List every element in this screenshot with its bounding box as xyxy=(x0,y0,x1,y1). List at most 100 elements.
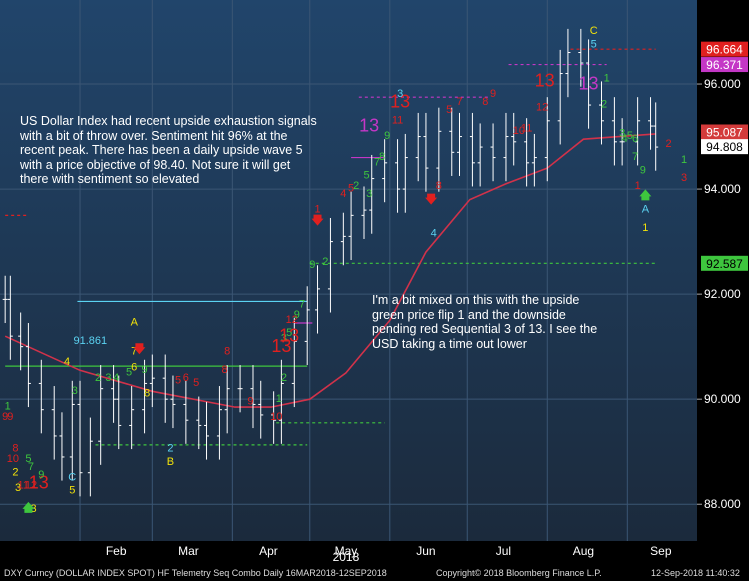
sequential-count-label: 1 xyxy=(642,222,648,234)
sequential-count-label: 2 xyxy=(95,372,101,384)
sequential-count-label: 3 xyxy=(619,128,625,140)
sequential-count-label: 5 xyxy=(286,327,292,339)
sequential-count-label: 8 xyxy=(144,388,150,400)
commentary-note-bottom: I'm a bit mixed on this with the upside … xyxy=(372,293,598,351)
sequential-count-label: 13 xyxy=(29,472,49,492)
sequential-count-label: 2 xyxy=(12,466,18,478)
sequential-count-label: 12 xyxy=(286,314,298,326)
sequential-count-label: C xyxy=(590,25,598,37)
xaxis-background xyxy=(0,541,697,566)
x-axis-label: 2018 xyxy=(333,550,360,564)
sequential-count-label: 91.861 xyxy=(74,335,108,347)
sequential-count-label: 4 xyxy=(113,372,119,384)
sequential-count-label: 9 xyxy=(309,259,315,271)
sequential-count-label: 4 xyxy=(622,133,628,145)
sequential-count-label: 3 xyxy=(30,503,36,515)
sequential-count-label: 10 xyxy=(7,453,19,465)
y-tick-label: 94.000 xyxy=(704,182,741,196)
sequential-count-label: 7 xyxy=(632,151,638,163)
sequential-count-label: 11 xyxy=(392,114,403,126)
sequential-count-label: 8 xyxy=(222,364,228,376)
footer-security: DXY Curncy (DOLLAR INDEX SPOT) HF Teleme… xyxy=(4,568,387,578)
sequential-count-label: 7 xyxy=(28,461,34,473)
sequential-count-label: 9 xyxy=(38,469,44,481)
sequential-count-label: 9 xyxy=(640,164,646,176)
sequential-count-label: 2 xyxy=(281,372,287,384)
sequential-count-label: 5 xyxy=(193,377,199,389)
sequential-count-label: 4 xyxy=(431,227,437,239)
sequential-count-label: B xyxy=(167,456,174,468)
sequential-count-label: 9 xyxy=(294,309,300,321)
sequential-count-label: 9 xyxy=(384,130,390,142)
sequential-count-label: 6 xyxy=(183,372,189,384)
sequential-count-label: 7 xyxy=(374,156,380,168)
sequential-count-label: 5 xyxy=(175,374,181,386)
sequential-count-label: 1 xyxy=(635,180,641,192)
sequential-count-label: 11 xyxy=(18,479,29,491)
sequential-count-label: 2 xyxy=(666,138,672,150)
sequential-count-label: 3 xyxy=(397,88,403,100)
sequential-count-label: 4 xyxy=(340,188,346,200)
sequential-count-label: A xyxy=(131,317,139,329)
sequential-count-label: 10 xyxy=(270,411,282,423)
sequential-count-label: 1 xyxy=(604,72,610,84)
sequential-count-label: 3 xyxy=(105,372,111,384)
x-tick-label: Jun xyxy=(416,544,435,558)
x-tick-label: Sep xyxy=(650,544,672,558)
sequential-count-label: 5 xyxy=(69,485,75,497)
sequential-count-label: 3 xyxy=(15,482,21,494)
sequential-count-label: 13 xyxy=(390,92,410,112)
price-label-text: 92.587 xyxy=(706,257,743,271)
sequential-count-label: 1 xyxy=(681,154,687,166)
x-tick-label: Aug xyxy=(573,544,594,558)
sequential-count-label: 7 xyxy=(299,298,305,310)
sequential-count-label: 5 xyxy=(25,453,31,465)
sequential-count-label: 5 xyxy=(364,170,370,182)
sequential-count-label: 5 xyxy=(627,130,633,142)
price-label-text: 96.371 xyxy=(706,58,743,72)
sequential-count-label: 3 xyxy=(72,385,78,397)
sequential-count-label: 2 xyxy=(167,443,173,455)
price-label-box xyxy=(701,41,748,57)
sequential-count-label: 3 xyxy=(681,172,687,184)
sequential-count-label: 8 xyxy=(436,180,442,192)
y-tick-label: 88.000 xyxy=(704,497,741,511)
sequential-count-label: 2 xyxy=(601,99,607,111)
y-tick-label: 92.000 xyxy=(704,287,741,301)
sequential-count-label: 3 xyxy=(281,332,287,344)
price-label-box xyxy=(701,124,748,140)
sequential-count-label: 4 xyxy=(64,356,70,368)
x-tick-label: Feb xyxy=(106,544,127,558)
signal-arrow xyxy=(22,501,35,513)
price-label-box xyxy=(701,57,748,73)
sequential-count-label: 2 xyxy=(353,180,359,192)
sequential-count-label: 9 xyxy=(142,364,148,376)
moving-average-line xyxy=(4,133,656,408)
sequential-count-label: 1 xyxy=(5,401,11,413)
sequential-count-label: 12 xyxy=(25,479,37,491)
sequential-count-label: 13 xyxy=(359,115,379,135)
x-tick-label: Apr xyxy=(259,544,278,558)
axis-background xyxy=(697,0,749,566)
sequential-count-label: 5 xyxy=(591,38,597,50)
sequential-count-label: 11 xyxy=(521,122,532,134)
sequential-count-label: 1 xyxy=(314,204,320,216)
sequential-count-label: 8 xyxy=(224,346,230,358)
sequential-count-label: 8 xyxy=(12,443,18,455)
sequential-count-label: 5 xyxy=(126,367,132,379)
x-tick-label: May xyxy=(335,544,358,558)
footer-timestamp: 12-Sep-2018 11:40:32 xyxy=(651,568,740,578)
sequential-count-label: 6 xyxy=(131,361,137,373)
signal-arrow xyxy=(639,189,652,201)
sequential-count-label: 10 xyxy=(513,125,525,137)
signal-arrow xyxy=(311,214,324,226)
sequential-count-label: 13 xyxy=(535,71,555,91)
sequential-count-label: 1 xyxy=(276,393,282,405)
sequential-count-label: 8 xyxy=(379,151,385,163)
sequential-count-label: A xyxy=(642,204,650,216)
price-label-text: 94.808 xyxy=(706,140,743,154)
footer-copyright: Copyright© 2018 Bloomberg Finance L.P. xyxy=(436,568,602,578)
sequential-count-label: 2 xyxy=(322,256,328,268)
sequential-count-label: 8 xyxy=(482,96,488,108)
